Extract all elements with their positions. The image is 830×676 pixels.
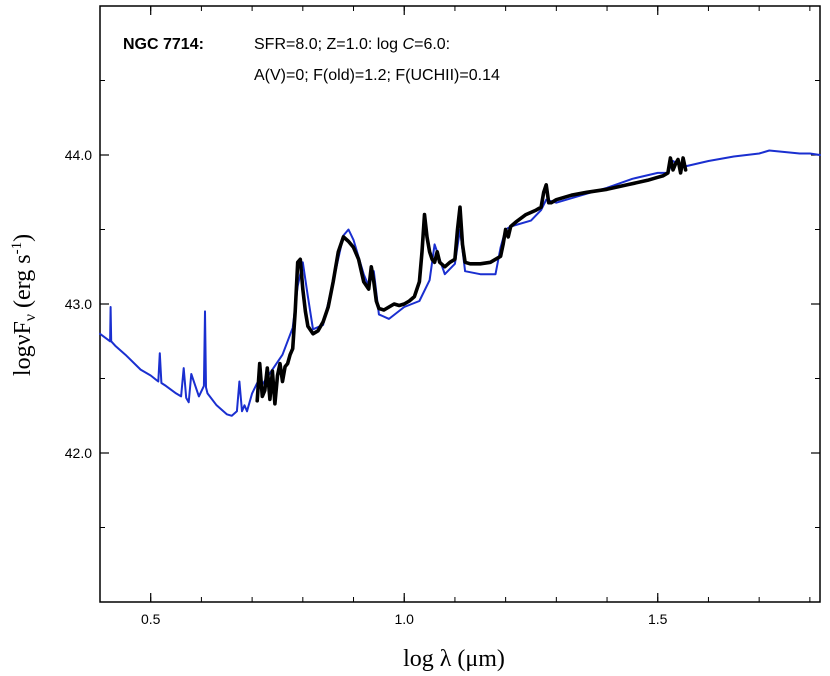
y-axis-title-sup: -1 xyxy=(9,242,25,255)
y-axis-title-suffix: ) xyxy=(10,234,36,242)
annotation-line-1-c: C xyxy=(403,36,415,53)
y-axis-title: logνFν (erg s-1) xyxy=(9,234,39,376)
annotation-line-1: SFR=8.0; Z=1.0: log C=6.0: xyxy=(254,36,450,53)
y-tick-label: 42.0 xyxy=(65,445,92,461)
y-axis-title-mid: (erg s xyxy=(10,254,36,314)
y-axis-title-prefix: logνF xyxy=(10,321,36,376)
y-axis-title-sub: ν xyxy=(22,314,39,321)
x-tick-label: 1.5 xyxy=(648,611,668,627)
y-tick-label: 44.0 xyxy=(65,147,92,163)
annotation-line-1-b: =6.0: xyxy=(414,36,450,53)
x-axis-title: log λ (μm) xyxy=(403,646,505,672)
plot-frame xyxy=(99,5,821,603)
annotation-line-1-a: SFR=8.0; Z=1.0: log xyxy=(254,36,403,53)
annotation-object-name: NGC 7714: xyxy=(123,36,204,53)
series-line-observed xyxy=(255,156,688,406)
y-tick-label: 43.0 xyxy=(65,296,92,312)
series-line-model xyxy=(99,149,821,417)
x-tick-label: 0.5 xyxy=(141,611,161,627)
axis-ticks: 0.5 1.0 1.5 42.0 43.0 44.0 xyxy=(65,6,820,627)
x-tick-label: 1.0 xyxy=(394,611,414,627)
series-group xyxy=(99,149,821,417)
annotation-line-2: A(V)=0; F(old)=1.2; F(UCHII)=0.14 xyxy=(254,67,500,84)
